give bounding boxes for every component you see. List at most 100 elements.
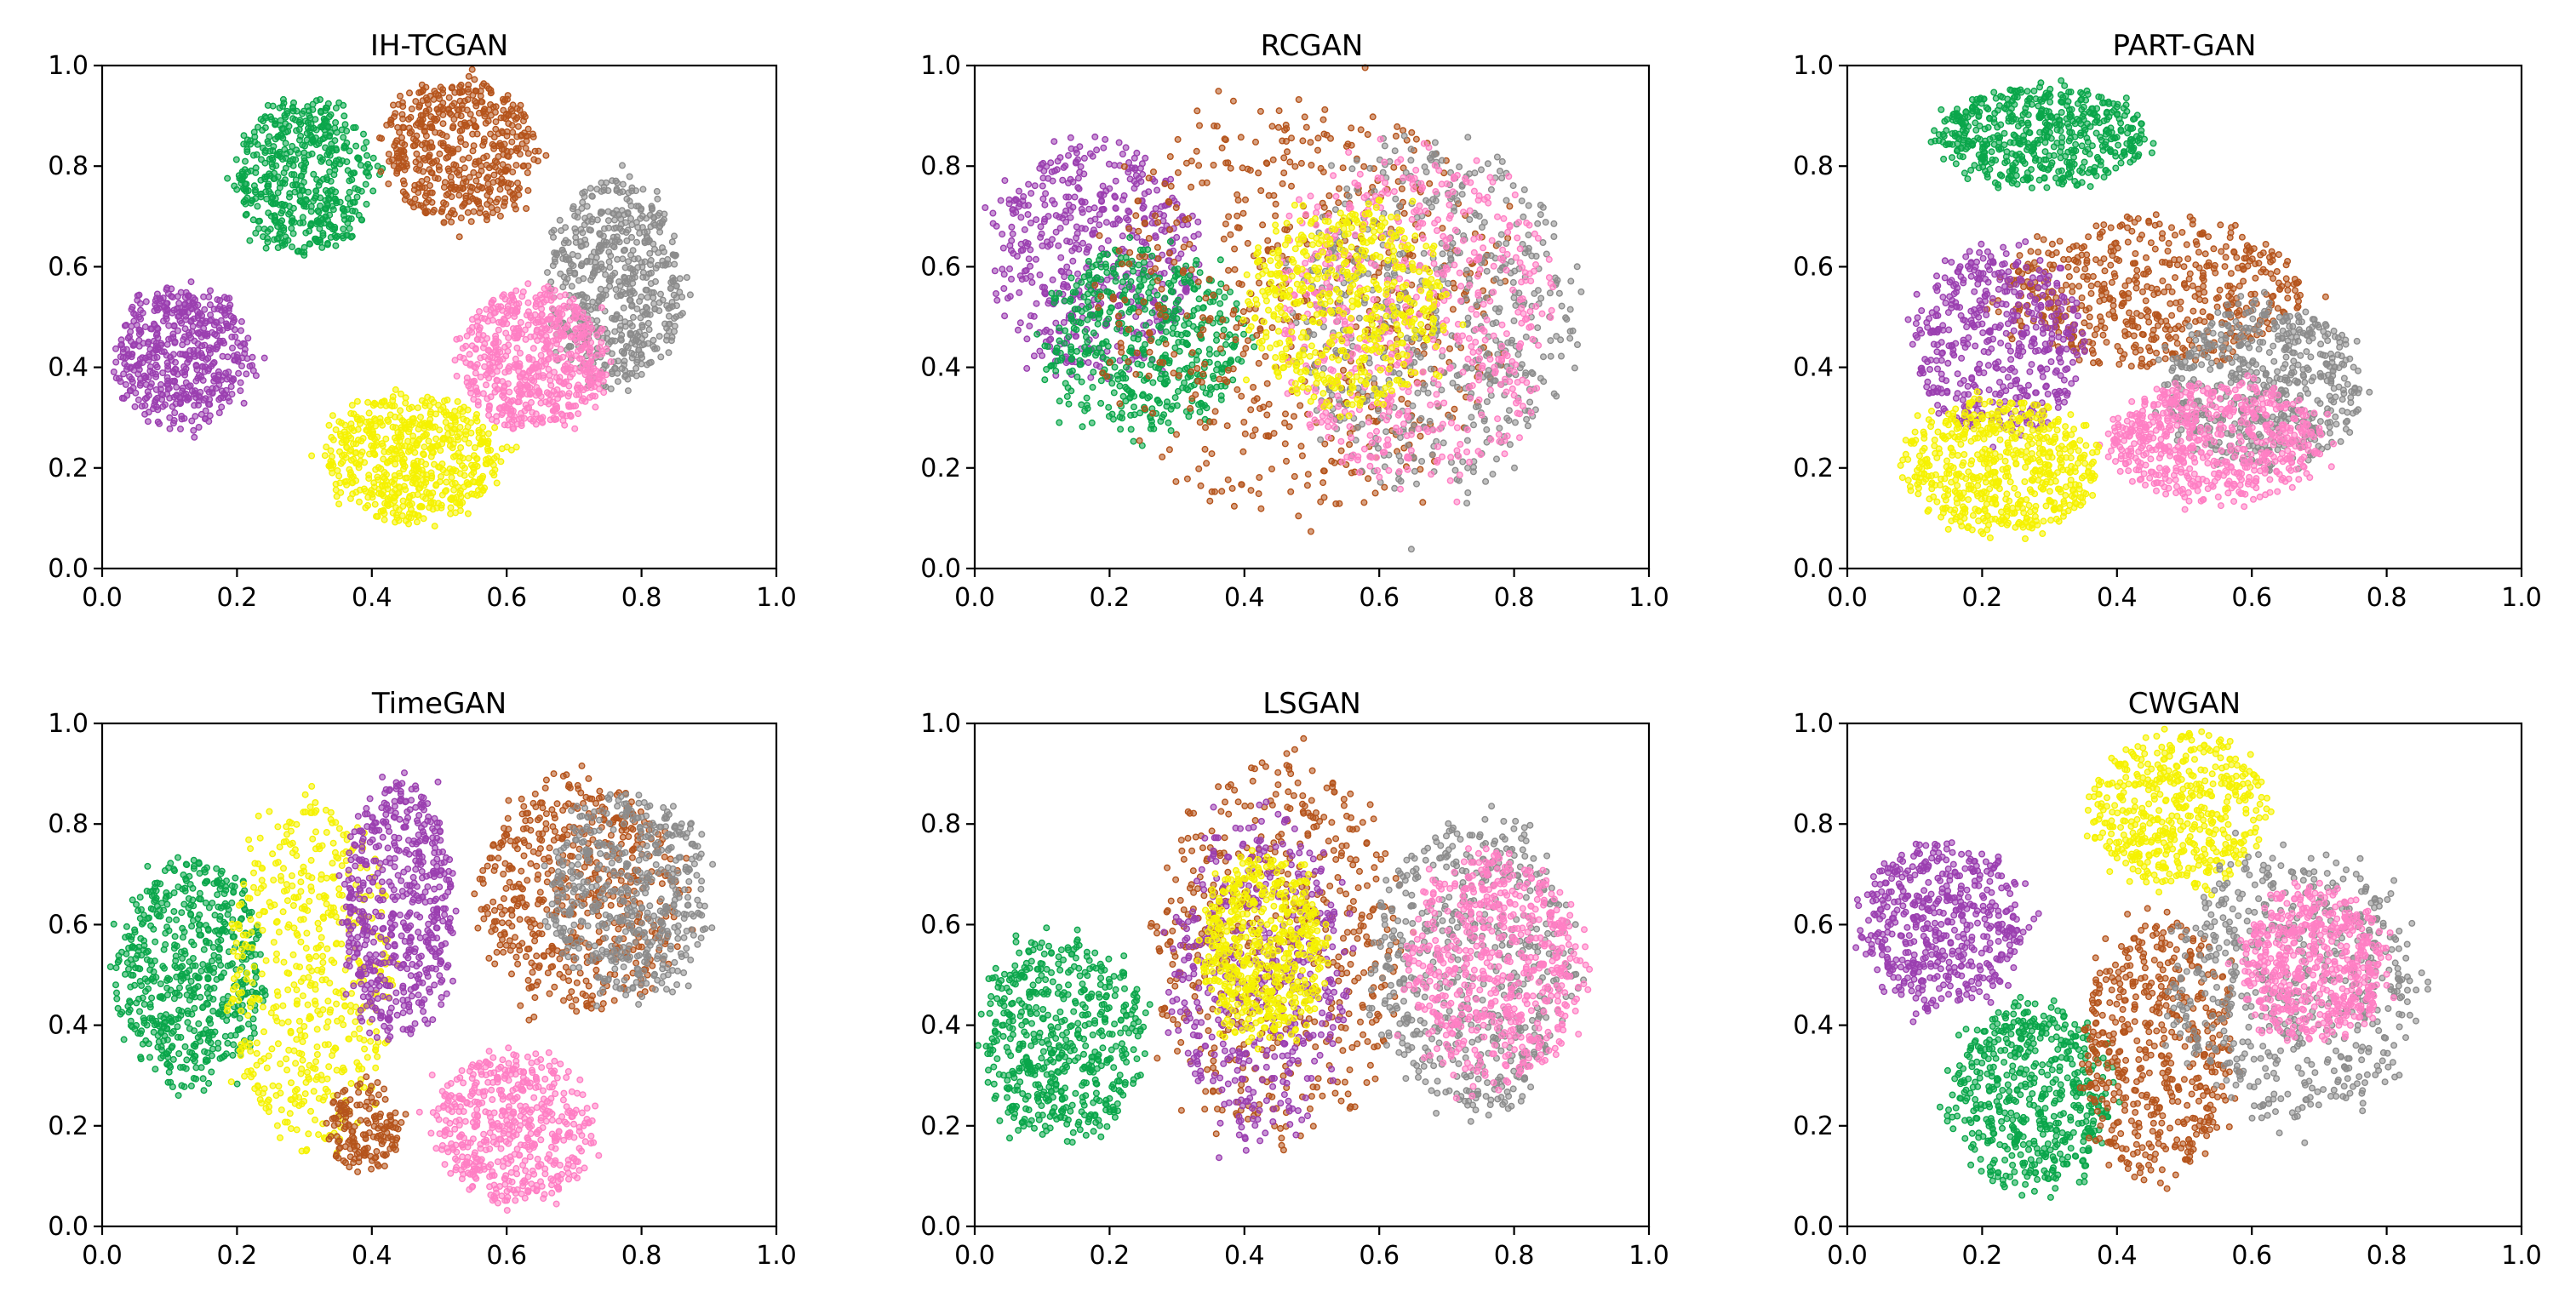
data-point	[271, 236, 278, 243]
data-point	[1038, 230, 1045, 237]
data-point	[1080, 154, 1088, 162]
data-point	[237, 342, 244, 350]
data-point	[425, 437, 432, 445]
data-point	[461, 164, 468, 172]
data-point	[436, 150, 444, 157]
data-point	[652, 277, 660, 285]
data-point	[215, 327, 223, 334]
data-point	[321, 452, 329, 460]
data-point	[1104, 342, 1112, 350]
data-point	[350, 123, 358, 131]
data-point	[416, 101, 424, 109]
data-point	[362, 169, 369, 176]
data-point	[250, 182, 258, 190]
data-point	[210, 377, 218, 385]
data-point	[1165, 249, 1173, 257]
data-point	[1419, 499, 1427, 506]
data-point	[1065, 400, 1073, 408]
data-point	[524, 299, 532, 306]
data-point	[1043, 326, 1050, 334]
data-point	[456, 405, 464, 413]
data-point	[514, 333, 522, 340]
data-point	[135, 396, 142, 403]
data-point	[408, 105, 415, 112]
data-point	[1392, 132, 1400, 140]
data-point	[154, 418, 162, 426]
data-point	[252, 188, 260, 196]
data-point	[1114, 375, 1122, 383]
x-tick-label: 0.8	[621, 583, 662, 613]
data-point	[495, 130, 502, 138]
data-point	[655, 333, 663, 340]
data-point	[456, 423, 464, 431]
data-point	[1171, 266, 1178, 273]
data-point	[619, 180, 627, 188]
data-point	[341, 121, 349, 129]
data-point	[409, 142, 417, 150]
data-point	[1297, 402, 1304, 409]
data-point	[575, 277, 582, 284]
data-point	[1221, 294, 1228, 301]
data-point	[491, 163, 499, 171]
data-point	[1048, 289, 1056, 297]
data-point	[399, 158, 407, 166]
data-point	[645, 326, 653, 334]
data-point	[473, 454, 481, 462]
data-point	[592, 392, 599, 400]
data-point	[394, 154, 402, 162]
data-point	[653, 187, 661, 195]
data-point	[181, 395, 189, 403]
data-point	[1005, 265, 1013, 272]
data-point	[232, 333, 239, 340]
data-point	[1116, 382, 1124, 390]
data-point	[408, 506, 415, 513]
data-point	[657, 290, 665, 298]
data-point	[238, 363, 246, 370]
data-point	[472, 160, 479, 168]
data-point	[544, 269, 552, 277]
data-point	[1348, 124, 1355, 132]
data-point	[501, 382, 508, 390]
data-point	[475, 479, 483, 487]
data-point	[610, 242, 617, 249]
data-point	[483, 216, 490, 224]
data-point	[1055, 242, 1062, 249]
data-point	[1135, 261, 1142, 269]
data-point	[1119, 278, 1126, 286]
data-point	[358, 187, 365, 195]
data-point	[1269, 156, 1277, 163]
data-point	[1049, 276, 1056, 283]
data-point	[257, 190, 265, 197]
data-point	[1100, 144, 1108, 151]
data-point	[169, 403, 176, 410]
y-tick-label: 1.0	[48, 51, 89, 81]
data-point	[1217, 382, 1225, 390]
data-point	[1227, 357, 1234, 364]
data-point	[618, 348, 626, 356]
data-point	[346, 147, 353, 155]
data-point	[1112, 204, 1119, 212]
data-point	[1291, 163, 1299, 170]
data-point	[598, 304, 605, 311]
data-point	[444, 146, 452, 154]
data-point	[1193, 147, 1200, 155]
data-point	[508, 299, 516, 306]
data-point	[1307, 528, 1314, 535]
data-point	[336, 479, 344, 487]
data-point	[422, 494, 430, 502]
data-point	[479, 390, 487, 397]
data-point	[1112, 193, 1119, 201]
data-point	[493, 479, 501, 487]
data-point	[495, 326, 502, 334]
data-point	[338, 452, 346, 460]
data-point	[456, 334, 464, 342]
data-point	[1203, 179, 1211, 186]
data-point	[289, 115, 297, 123]
data-point	[532, 319, 540, 327]
data-point	[243, 140, 250, 148]
data-point	[329, 436, 337, 443]
data-point	[1152, 212, 1159, 220]
data-point	[122, 380, 129, 388]
data-point	[1097, 377, 1105, 385]
data-point	[500, 389, 507, 397]
